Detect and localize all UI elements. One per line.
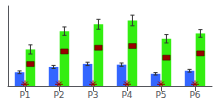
svg-text:P2: P2 <box>53 90 64 100</box>
svg-text:P5: P5 <box>155 90 166 100</box>
svg-text:P6: P6 <box>189 90 200 100</box>
svg-text:P3: P3 <box>87 90 98 100</box>
svg-text:P1: P1 <box>19 90 30 100</box>
svg-text:P4: P4 <box>121 90 132 100</box>
